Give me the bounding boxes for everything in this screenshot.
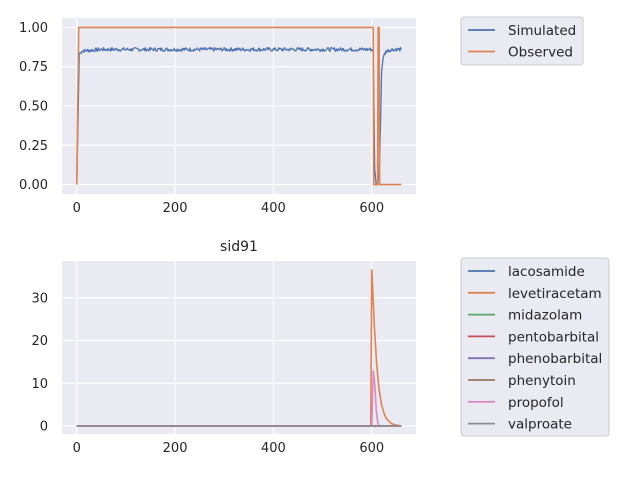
y-tick-label: 0.50 [19,100,48,115]
x-tick-label: 200 [163,201,188,216]
x-tick-label: 400 [261,441,286,456]
series-lines [75,26,402,186]
legend-top: Simulated Observed [460,16,584,66]
legend-box [460,257,610,437]
series-lines [76,269,402,427]
plot-area [62,261,416,434]
x-tick-labels: 0 200 400 600 [73,201,385,216]
x-tick-label: 400 [261,201,286,216]
legend-label-lacosamide: lacosamide [508,264,585,280]
y-tick-label: 0.75 [19,60,48,75]
y-tick-label: 30 [31,291,48,306]
legend-label-observed: Observed [508,45,573,61]
series-line-levetiracetam [76,269,402,427]
drug-concentration-chart: 0 200 400 600 0 10 20 30 sid91 [31,239,416,456]
series-line-observed [75,26,402,186]
x-tick-label: 600 [359,441,384,456]
legend-bottom: lacosamide levetiracetam midazolam pentobar… [460,257,610,437]
y-tick-label: 0.00 [19,178,48,193]
legend-label-valproate: valproate [508,417,572,433]
x-tick-label: 0 [73,441,81,456]
x-tick-label: 600 [359,201,384,216]
simulated-observed-chart: 0 200 400 600 0.00 0.25 0.50 0.75 1.00 [19,18,416,216]
legend-label-midazolam: midazolam [508,308,582,324]
legend-label-simulated: Simulated [508,23,576,39]
x-tick-labels: 0 200 400 600 [73,441,385,456]
y-tick-labels: 0 10 20 30 [31,291,48,434]
y-tick-label: 0 [40,420,48,435]
x-tick-label: 200 [163,441,188,456]
legend-box [460,16,584,66]
series-line-simulated [76,46,402,186]
legend-label-propofol: propofol [508,395,564,411]
y-tick-label: 20 [31,334,48,349]
legend-label-levetiracetam: levetiracetam [508,286,602,302]
legend-label-pentobarbital: pentobarbital [508,329,599,345]
legend-label-phenobarbital: phenobarbital [508,351,602,367]
x-tick-label: 0 [73,201,81,216]
chart-title: sid91 [220,239,258,255]
legend-label-phenytoin: phenytoin [508,373,576,389]
y-tick-label: 1.00 [19,21,48,36]
y-tick-labels: 0.00 0.25 0.50 0.75 1.00 [19,21,48,193]
y-tick-label: 0.25 [19,139,48,154]
y-tick-label: 10 [31,377,48,392]
